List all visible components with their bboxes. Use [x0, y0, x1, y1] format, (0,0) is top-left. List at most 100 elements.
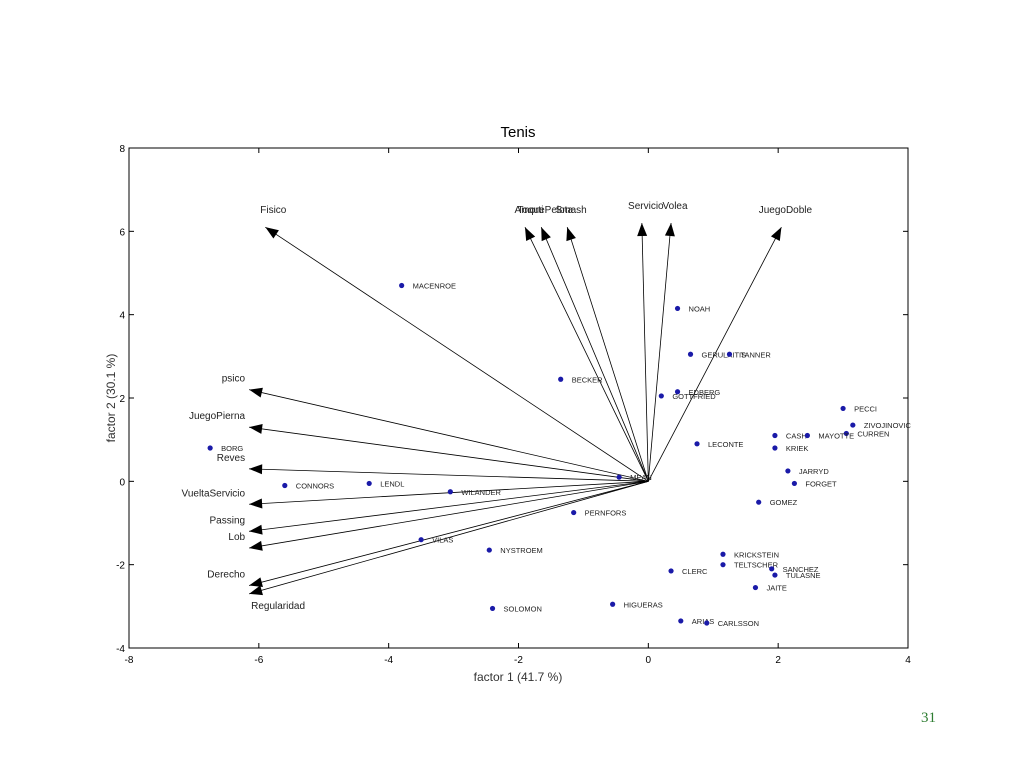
- point-label: PECCI: [854, 404, 877, 413]
- vector-line: [249, 389, 649, 482]
- data-point: [756, 499, 762, 505]
- data-point: [418, 537, 424, 543]
- data-point: [772, 572, 778, 578]
- data-point: [366, 480, 372, 487]
- data-point: [674, 389, 681, 395]
- point-label: MACENROE: [413, 282, 456, 291]
- vector-label: Amorti: [515, 205, 544, 216]
- point-label: CONNORS: [296, 482, 334, 491]
- data-point: [850, 422, 856, 428]
- y-tick-label: 0: [119, 477, 125, 488]
- vector-label: psico: [222, 374, 246, 385]
- vector-label: JuegoDoble: [759, 205, 813, 216]
- vector-label: Smash: [556, 205, 587, 216]
- point-label: TELTSCHER: [734, 561, 779, 570]
- point-label: MEAN: [630, 473, 652, 482]
- data-point: [804, 432, 810, 439]
- data-point: [610, 601, 616, 607]
- point-label: CLERC: [682, 567, 708, 576]
- data-point: [752, 584, 759, 591]
- vector-line: [647, 226, 782, 482]
- point-label: GOMEZ: [770, 498, 798, 507]
- x-tick-label: -6: [254, 655, 263, 666]
- vector-line: [249, 468, 649, 482]
- point-label: KRICKSTEIN: [734, 550, 779, 559]
- data-point: [704, 620, 710, 626]
- point-label: ARIAS: [692, 617, 715, 626]
- vector-label: JuegoPierna: [189, 411, 246, 422]
- point-label: LECONTE: [708, 440, 743, 449]
- x-axis-label: factor 1 (41.7 %): [474, 670, 563, 684]
- data-point: [843, 430, 849, 437]
- data-point: [447, 489, 453, 495]
- y-tick-label: 4: [119, 311, 125, 322]
- point-label: LENDL: [380, 479, 404, 488]
- chart-title: Tenis: [500, 124, 535, 141]
- point-label: FORGET: [805, 479, 837, 488]
- data-point: [207, 445, 213, 451]
- data-point: [489, 605, 496, 612]
- point-label: BORG: [221, 444, 243, 453]
- point-label: MAYOTTE: [818, 432, 854, 441]
- data-point: [772, 432, 778, 439]
- point-label: ZIVOJINOVIC: [864, 421, 912, 430]
- vector-arrowhead: [541, 227, 551, 242]
- vector-line: [249, 480, 649, 532]
- data-point: [658, 393, 664, 399]
- vector-line: [524, 226, 649, 482]
- data-point: [282, 482, 288, 489]
- point-label: PERNFORS: [585, 509, 627, 518]
- point-label: NOAH: [689, 304, 711, 313]
- vector-label: Volea: [663, 201, 688, 212]
- page-number: 31: [921, 710, 936, 726]
- vector-label: Reves: [217, 453, 245, 464]
- data-point: [769, 566, 775, 572]
- vector-arrowhead: [566, 227, 576, 242]
- vector-label: Servicio: [628, 201, 664, 212]
- y-tick-label: 8: [119, 144, 125, 155]
- vector-label: Regularidad: [251, 601, 305, 612]
- point-label: GERULAITIS: [702, 350, 747, 359]
- point-label: JAITE: [766, 584, 786, 593]
- point-label: BECKER: [572, 375, 603, 384]
- vector-arrowhead: [249, 585, 263, 596]
- y-tick-label: 2: [119, 394, 125, 405]
- data-point: [791, 480, 797, 487]
- vector-label: ToquePelota: [517, 205, 573, 216]
- vector-label: VueltaServicio: [182, 488, 246, 499]
- x-tick-label: -2: [514, 655, 523, 666]
- vector-arrowhead: [524, 227, 536, 242]
- data-point: [399, 282, 405, 289]
- vector-line: [249, 480, 649, 549]
- point-label: CASH: [786, 432, 807, 441]
- vector-arrowhead: [637, 223, 648, 237]
- data-point: [486, 547, 492, 553]
- vector-line: [641, 222, 649, 482]
- y-axis-label: factor 2 (30.1 %): [104, 354, 118, 443]
- point-label: CARLSSON: [718, 619, 759, 628]
- vector-line: [647, 222, 672, 482]
- data-point: [840, 405, 846, 412]
- vector-arrowhead: [664, 223, 675, 237]
- vector-label: Fisico: [260, 205, 287, 216]
- point-label: WILANDER: [461, 488, 501, 497]
- point-label: SOLOMON: [504, 604, 542, 613]
- vector-arrowhead: [249, 464, 263, 475]
- vector-arrowhead: [249, 387, 263, 398]
- vector-line: [265, 226, 649, 482]
- data-point: [571, 509, 577, 516]
- y-tick-label: -4: [116, 644, 125, 655]
- vector-arrowhead: [249, 577, 263, 588]
- x-tick-label: -4: [384, 655, 393, 666]
- vector-label: Passing: [210, 515, 246, 526]
- point-label: TULASNE: [786, 571, 821, 580]
- data-point: [668, 568, 674, 574]
- point-label: SANCHEZ: [783, 565, 819, 574]
- point-label: NYSTROEM: [500, 546, 543, 555]
- data-point: [720, 551, 726, 557]
- vector-line: [248, 480, 649, 595]
- y-tick-label: 6: [119, 227, 125, 238]
- vector-line: [248, 480, 649, 586]
- point-label: EDBERG: [689, 388, 721, 397]
